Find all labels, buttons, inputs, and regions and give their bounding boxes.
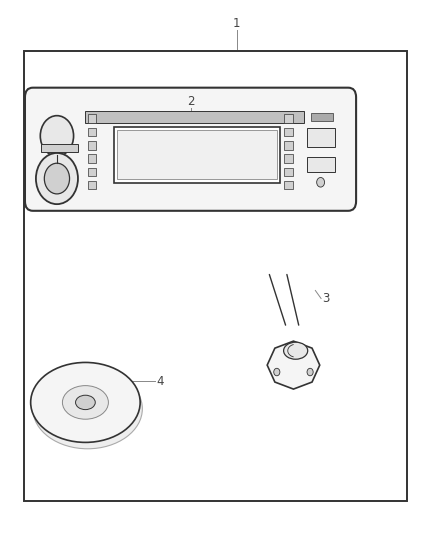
Bar	[284, 181, 293, 190]
Text: 1: 1	[233, 18, 240, 30]
Circle shape	[36, 153, 78, 204]
Bar	[88, 128, 96, 136]
Ellipse shape	[31, 362, 140, 442]
Ellipse shape	[284, 342, 308, 359]
Bar	[307, 128, 335, 147]
Bar	[284, 128, 293, 136]
Circle shape	[40, 116, 74, 156]
Circle shape	[317, 177, 325, 187]
Bar	[88, 155, 96, 163]
Ellipse shape	[62, 386, 109, 419]
Bar	[24, 51, 407, 501]
Bar	[311, 113, 333, 122]
Circle shape	[307, 368, 313, 376]
Text: 4: 4	[156, 375, 164, 387]
Bar	[284, 141, 293, 150]
Bar	[117, 131, 277, 179]
Ellipse shape	[33, 369, 142, 449]
Text: 3: 3	[323, 292, 330, 305]
Bar	[85, 111, 304, 123]
Bar	[88, 115, 96, 123]
Bar	[88, 181, 96, 190]
Bar	[88, 141, 96, 150]
Bar	[114, 127, 280, 182]
Bar	[88, 167, 96, 176]
Bar	[284, 167, 293, 176]
Polygon shape	[267, 341, 320, 389]
Bar	[307, 157, 335, 172]
Text: 2: 2	[187, 95, 194, 108]
FancyBboxPatch shape	[25, 88, 356, 211]
Bar	[41, 144, 78, 152]
Circle shape	[44, 163, 70, 194]
Bar	[284, 115, 293, 123]
Circle shape	[274, 368, 280, 376]
Bar	[284, 155, 293, 163]
Ellipse shape	[75, 395, 95, 409]
